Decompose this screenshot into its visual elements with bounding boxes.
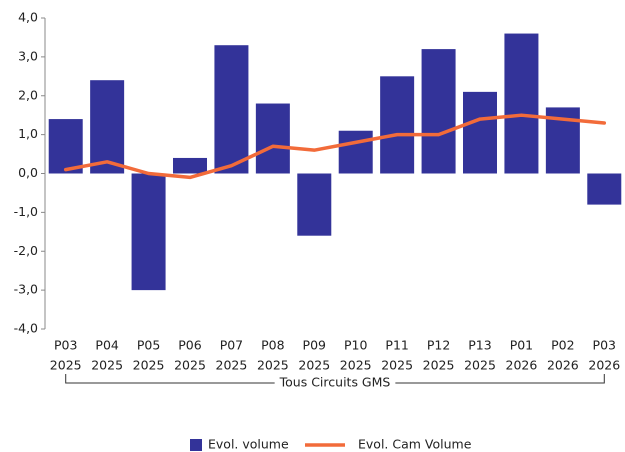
- y-tick-label: -4,0: [14, 321, 38, 336]
- y-tick-label: 0,0: [18, 165, 38, 180]
- x-tick-label: 2025: [464, 358, 496, 373]
- x-tick-label: P08: [261, 338, 284, 353]
- y-tick-label: -1,0: [14, 204, 38, 219]
- bar: [380, 76, 415, 174]
- x-tick-label: P03: [54, 338, 77, 353]
- bar: [338, 130, 373, 174]
- x-tick-label: 2025: [423, 358, 455, 373]
- bar: [421, 49, 456, 174]
- x-tick-label: P13: [468, 338, 491, 353]
- bar: [255, 103, 290, 174]
- x-tick-label: 2025: [216, 358, 248, 373]
- x-tick-label: 2025: [174, 358, 206, 373]
- bar: [131, 173, 166, 291]
- bar: [48, 119, 83, 174]
- x-tick-label: 2025: [50, 358, 82, 373]
- bar: [297, 173, 332, 236]
- x-tick-label: P04: [95, 338, 118, 353]
- x-tick-label: P05: [137, 338, 160, 353]
- legend-swatch: [190, 439, 202, 451]
- bar: [587, 173, 622, 205]
- y-tick-label: 4,0: [18, 10, 38, 25]
- x-tick-label: P09: [303, 338, 326, 353]
- x-tick-label: 2025: [257, 358, 289, 373]
- x-tick-label: 2026: [547, 358, 579, 373]
- x-tick-label: 2026: [506, 358, 538, 373]
- legend-label: Evol. volume: [208, 437, 289, 452]
- line: [63, 113, 607, 180]
- x-tick-label: P12: [427, 338, 450, 353]
- x-tick-label: 2026: [588, 358, 620, 373]
- x-tick-label: P02: [551, 338, 574, 353]
- bar: [214, 45, 249, 174]
- x-tick-label: P06: [178, 338, 201, 353]
- x-tick-label: 2025: [133, 358, 165, 373]
- bar: [173, 157, 207, 174]
- y-tick-label: -2,0: [14, 243, 38, 258]
- bar: [463, 91, 497, 174]
- bar: [504, 33, 539, 174]
- y-tick-label: 2,0: [18, 87, 38, 102]
- x-tick-label: 2025: [298, 358, 330, 373]
- x-tick-label: P03: [593, 338, 616, 353]
- y-tick-label: 3,0: [18, 48, 38, 63]
- x-tick-label: 2025: [91, 358, 123, 373]
- x-tick-label: 2025: [340, 358, 372, 373]
- legend-label: Evol. Cam Volume: [358, 437, 472, 452]
- bar: [90, 80, 125, 174]
- x-tick-label: P11: [385, 338, 408, 353]
- x-tick-label: P01: [510, 338, 533, 353]
- group-label: Tous Circuits GMS: [279, 375, 391, 390]
- y-tick-label: 1,0: [18, 126, 38, 141]
- y-tick-label: -3,0: [14, 282, 38, 297]
- x-tick-label: P07: [220, 338, 243, 353]
- group-bracket: [65, 374, 605, 384]
- x-tick-label: 2025: [381, 358, 413, 373]
- x-tick-label: P10: [344, 338, 367, 353]
